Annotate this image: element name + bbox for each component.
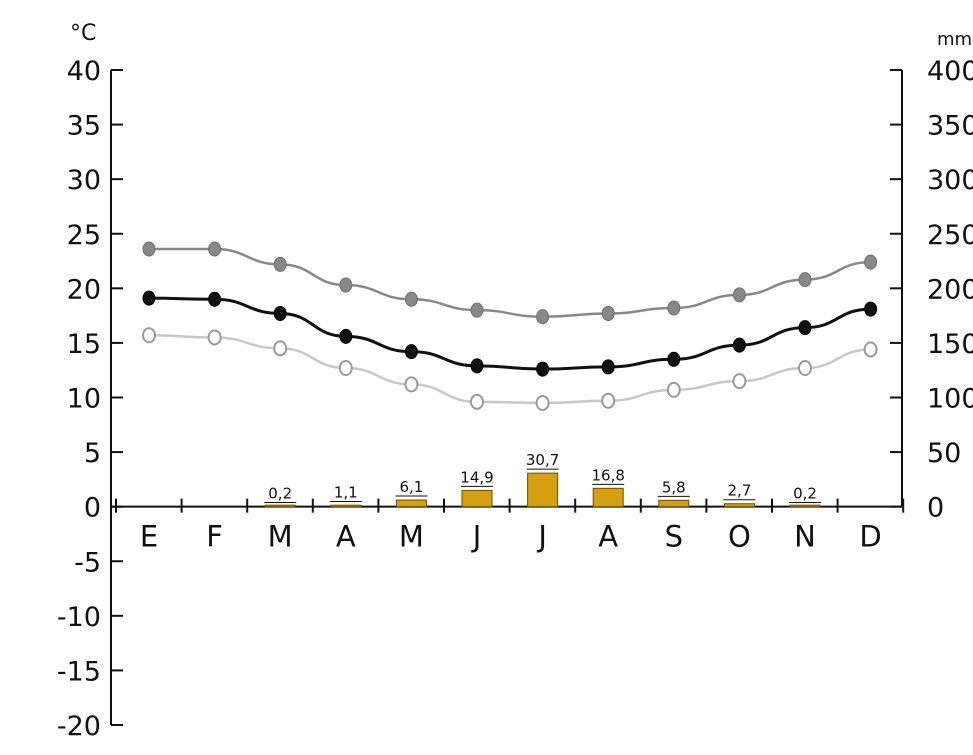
temperature-point (535, 394, 550, 411)
temperature-point (864, 254, 878, 270)
month-label: O (728, 520, 751, 554)
temperature-line (148, 296, 871, 371)
month-label: E (140, 520, 158, 554)
temperature-point (798, 360, 812, 377)
temperature-line (149, 247, 871, 318)
precip-bar-label: 30,7 (526, 451, 559, 469)
month-label: N (794, 520, 816, 554)
right-tick-label: 150 (927, 329, 973, 360)
temperature-point (667, 300, 681, 316)
precip-bar-label: 0,2 (793, 484, 817, 502)
temperature-point (339, 328, 353, 344)
temperature-line (148, 334, 871, 405)
left-tick-label: 15 (67, 329, 101, 360)
month-label: A (598, 520, 618, 554)
temperature-point (142, 290, 156, 306)
precip-bar (592, 487, 624, 508)
month-label: S (665, 520, 683, 554)
temperature-point (666, 381, 681, 398)
temperature-point (339, 277, 353, 293)
temperature-point (470, 358, 484, 374)
month-label: D (859, 520, 881, 554)
month-label: F (206, 520, 223, 554)
month-label: M (268, 520, 293, 554)
left-tick-label: 30 (67, 165, 101, 196)
right-tick-label: 100 (927, 384, 973, 415)
right-tick-label: 200 (927, 274, 973, 305)
temperature-point (273, 305, 287, 321)
precip-bar (527, 472, 559, 508)
left-tick-label: 10 (67, 384, 101, 415)
right-tick-label: 250 (927, 220, 973, 251)
precip-bar (461, 489, 493, 508)
left-tick-label: -10 (57, 602, 101, 633)
right-axis: 400 350 300 250 200 150 100 50 0 (890, 56, 973, 524)
right-tick-label: 400 (927, 56, 973, 87)
precip-bar-label: 0,2 (268, 484, 292, 502)
temperature-point (864, 301, 878, 317)
temperature-point (536, 361, 550, 377)
left-axis-unit: °C (70, 21, 96, 46)
temperature-point (470, 393, 484, 410)
precip-bar-label: 14,9 (460, 468, 493, 486)
right-tick-label: 50 (927, 438, 961, 469)
right-tick-label: 350 (927, 111, 973, 142)
temperature-point (208, 291, 222, 307)
left-tick-label: -20 (57, 711, 101, 742)
precip-bar (264, 504, 296, 508)
temperature-point (404, 344, 418, 360)
temperature-point (207, 329, 222, 346)
temperature-lines (142, 241, 878, 411)
right-axis-unit: mm (937, 29, 972, 50)
precip-bar (330, 504, 362, 508)
temperature-point (667, 351, 681, 367)
month-label: J (536, 520, 547, 554)
temperature-point (404, 376, 419, 393)
left-tick-label: -5 (74, 547, 101, 578)
precip-bar-label: 5,8 (662, 478, 686, 496)
left-tick-label: 0 (84, 493, 101, 524)
temperature-point (208, 241, 222, 257)
temperature-point (404, 291, 418, 307)
temperature-point (732, 337, 746, 353)
temperature-point (536, 309, 550, 325)
left-tick-label: 40 (67, 56, 101, 87)
temperature-point (798, 272, 812, 288)
temperature-point (142, 241, 156, 257)
left-axis: 40 35 30 25 20 15 10 5 0 -5 -10 -15 -20 (57, 56, 123, 742)
precip-bar (658, 499, 690, 508)
temperature-point (732, 287, 746, 303)
month-label: A (336, 520, 356, 554)
left-tick-label: -15 (57, 656, 101, 687)
temperature-point (273, 340, 288, 357)
temperature-point (273, 256, 287, 272)
left-tick-label: 35 (67, 111, 101, 142)
precip-bar-label: 6,1 (399, 478, 423, 496)
left-tick-label: 5 (84, 438, 101, 469)
temperature-point (142, 327, 156, 344)
temperature-point (601, 305, 615, 321)
temperature-point (470, 302, 484, 318)
month-label: M (399, 520, 424, 554)
temperature-point (601, 392, 616, 409)
left-tick-label: 20 (67, 274, 101, 305)
precipitation-bars: 0,2 1,1 6,1 14,9 30,7 16,8 5,8 2,7 0,2 (264, 451, 821, 508)
temperature-point (798, 320, 812, 336)
precip-bar-label: 16,8 (591, 466, 624, 484)
month-label: J (471, 520, 482, 554)
precip-bar (789, 504, 821, 508)
temperature-point (338, 360, 353, 377)
right-tick-label: 300 (927, 165, 973, 196)
precip-bar (395, 499, 427, 508)
temperature-point (732, 373, 747, 390)
temperature-point (863, 341, 878, 358)
precip-bar-label: 1,1 (334, 483, 358, 501)
right-tick-label: 0 (927, 493, 944, 524)
temperature-point (601, 359, 615, 375)
precip-bar (723, 503, 755, 508)
left-tick-label: 25 (67, 220, 101, 251)
precip-bar-label: 2,7 (727, 482, 751, 500)
